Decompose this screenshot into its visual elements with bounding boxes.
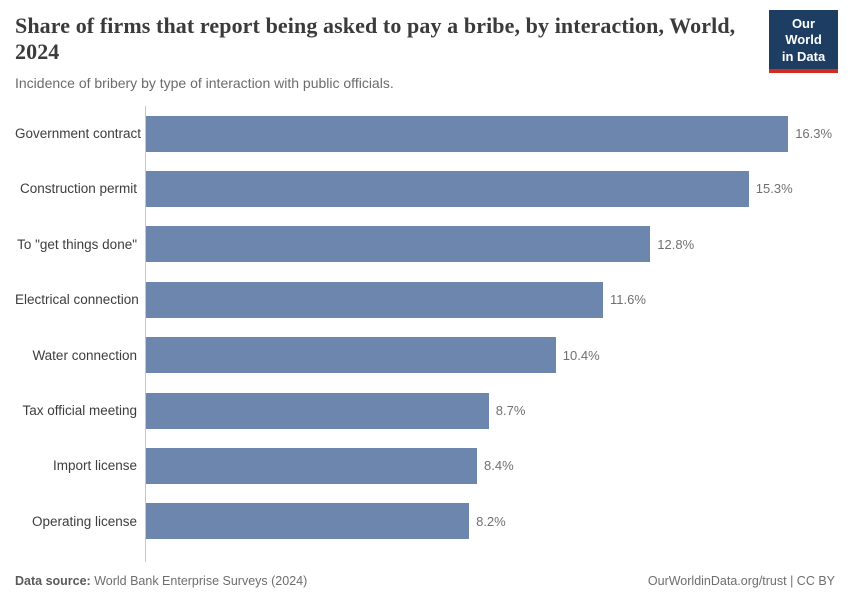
table-row: Operating license 8.2% bbox=[15, 494, 835, 549]
y-axis-line bbox=[145, 105, 146, 562]
bar-category-label: Operating license bbox=[31, 513, 137, 529]
bar-value-label: 11.6% bbox=[610, 292, 646, 308]
bar-category-label: Import license bbox=[52, 458, 137, 474]
bar-value-label: 15.3% bbox=[755, 181, 793, 197]
bar-chart: Government contract 16.3% Construction per… bbox=[15, 105, 835, 564]
chart-subtitle: Incidence of bribery by type of interact… bbox=[15, 74, 394, 91]
chart-title: Share of firms that report being asked t… bbox=[15, 13, 736, 64]
table-row: Government contract 16.3% bbox=[15, 106, 835, 161]
bar-value-label: 10.4% bbox=[562, 347, 600, 363]
bar-value-label: 16.3% bbox=[795, 126, 833, 142]
bar[interactable] bbox=[146, 115, 789, 152]
bar-value-label: 8.4% bbox=[484, 458, 514, 474]
bar[interactable] bbox=[146, 281, 603, 318]
chart-footer: Data source: World Bank Enterprise Surve… bbox=[15, 564, 835, 588]
bar-track: 15.3% bbox=[146, 161, 835, 216]
bar-chart-rows: Government contract 16.3% Construction per… bbox=[15, 106, 835, 549]
bar-category-label: Electrical connection bbox=[15, 292, 139, 308]
data-source-label: Data source: bbox=[15, 574, 91, 588]
bar-value-label: 12.8% bbox=[657, 236, 695, 252]
data-source-text: World Bank Enterprise Surveys (2024) bbox=[90, 574, 308, 588]
bar-track: 8.7% bbox=[146, 383, 835, 438]
table-row: Construction permit 15.3% bbox=[15, 161, 835, 216]
data-source-note: Data source: World Bank Enterprise Surve… bbox=[15, 574, 307, 588]
bar[interactable] bbox=[146, 392, 489, 429]
bar-value-label: 8.2% bbox=[476, 513, 506, 529]
bar-track: 8.4% bbox=[146, 438, 835, 493]
credit-note: OurWorldinData.org/trust | CC BY bbox=[647, 574, 835, 588]
bar-category-label: Construction permit bbox=[19, 181, 137, 197]
table-row: Tax official meeting 8.7% bbox=[15, 383, 835, 438]
table-row: Electrical connection 11.6% bbox=[15, 272, 835, 327]
owid-logo-line2: in Data bbox=[781, 48, 826, 64]
bar[interactable] bbox=[146, 447, 477, 484]
bar-track: 12.8% bbox=[146, 217, 835, 272]
owid-logo: Our World in Data bbox=[769, 10, 838, 73]
bar[interactable] bbox=[146, 337, 556, 374]
bar-category-label: Tax official meeting bbox=[22, 403, 137, 419]
bar-category-label: Government contract bbox=[15, 126, 142, 142]
bar[interactable] bbox=[146, 170, 749, 207]
bar-track: 10.4% bbox=[146, 327, 835, 382]
bar[interactable] bbox=[146, 503, 470, 540]
chart-header: Share of firms that report being asked t… bbox=[15, 10, 838, 91]
bar-track: 8.2% bbox=[146, 494, 835, 549]
table-row: To "get things done" 12.8% bbox=[15, 217, 835, 272]
bar-track: 11.6% bbox=[146, 272, 835, 327]
table-row: Water connection 10.4% bbox=[15, 327, 835, 382]
table-row: Import license 8.4% bbox=[15, 438, 835, 493]
bar-category-label: Water connection bbox=[32, 347, 137, 363]
owid-logo-line1: Our World bbox=[785, 16, 822, 48]
bar-track: 16.3% bbox=[146, 106, 835, 161]
bar[interactable] bbox=[146, 226, 651, 263]
bar-category-label: To "get things done" bbox=[17, 236, 137, 252]
bar-value-label: 8.7% bbox=[495, 403, 526, 419]
